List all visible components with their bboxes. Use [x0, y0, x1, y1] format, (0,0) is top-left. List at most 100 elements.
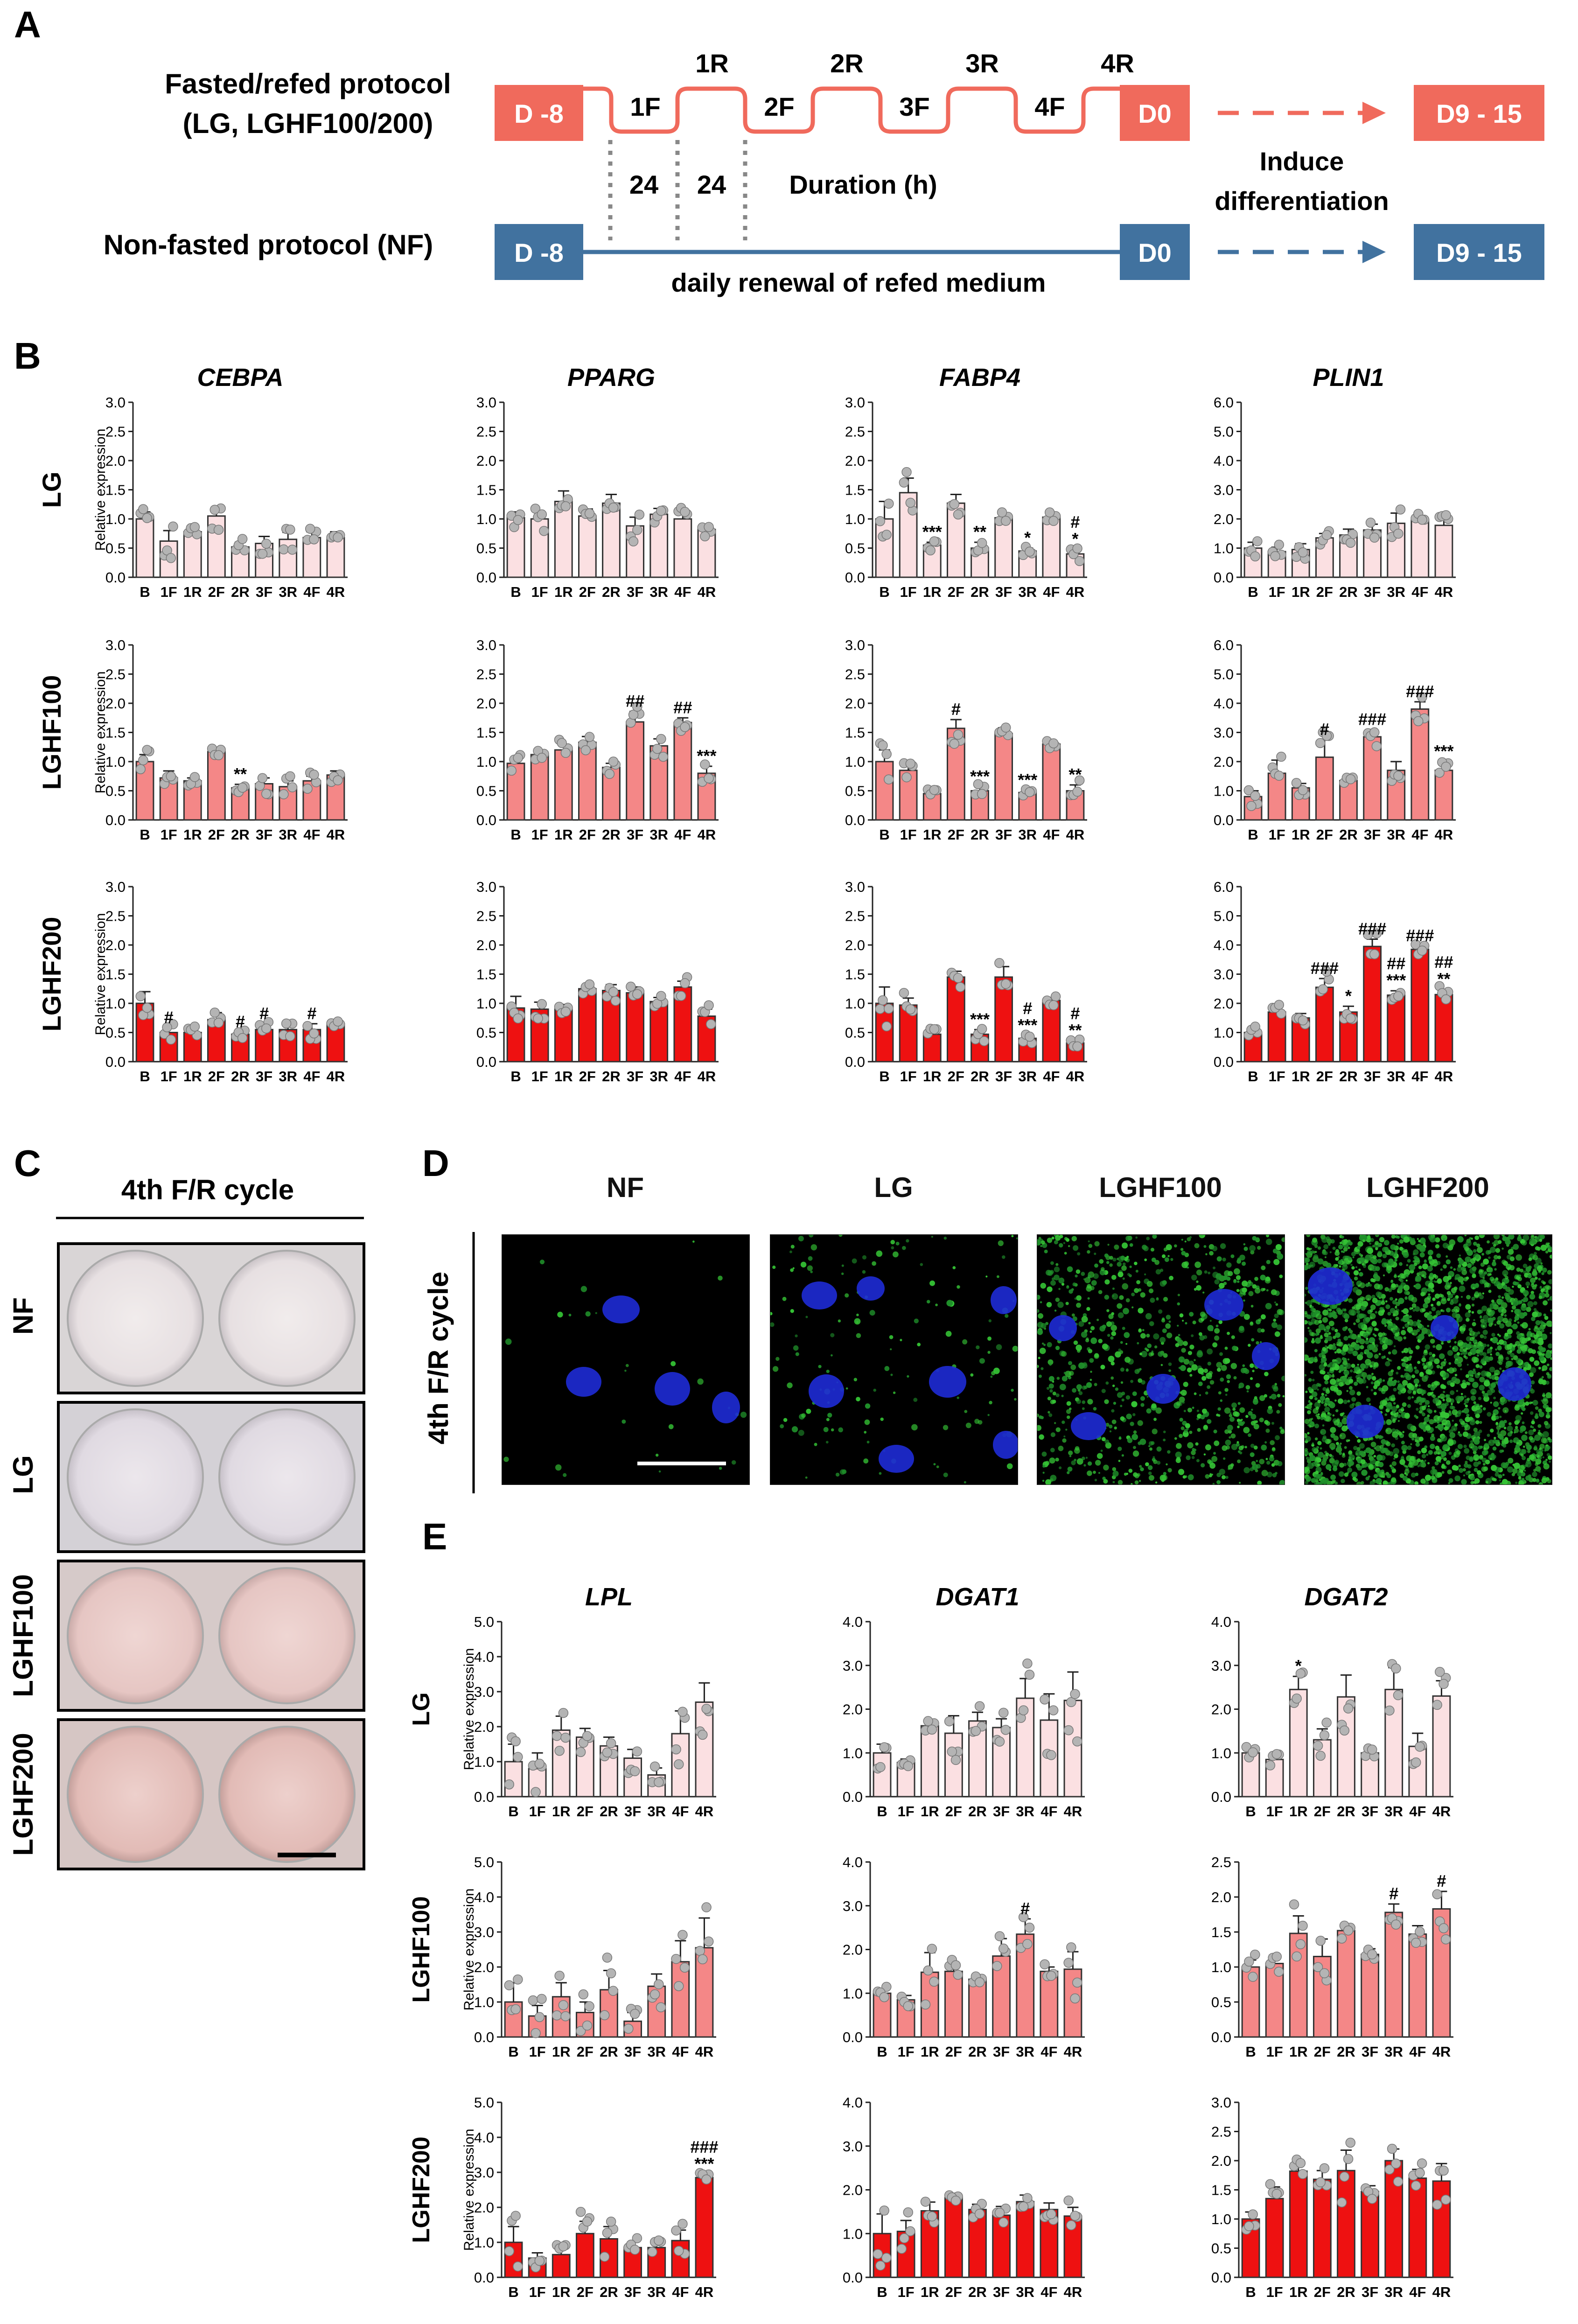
lipid-droplet	[1271, 1322, 1278, 1328]
x-tick-label: 1F	[900, 826, 917, 843]
y-axis-label: Relative expression	[461, 1648, 477, 1771]
lipid-droplet	[1063, 1242, 1065, 1244]
lipid-droplet	[826, 1418, 830, 1421]
lipid-droplet	[1418, 1384, 1421, 1387]
lipid-droplet	[1058, 1466, 1062, 1470]
replicate-dot	[929, 1976, 939, 1987]
replicate-dot	[1250, 1022, 1260, 1032]
lipid-droplet	[1138, 1441, 1142, 1445]
x-tick-label: 1F	[1269, 584, 1285, 600]
lipid-droplet	[1083, 1464, 1086, 1467]
lipid-droplet	[1227, 1331, 1230, 1335]
lipid-droplet	[1440, 1361, 1446, 1367]
lipid-droplet	[1243, 1367, 1248, 1373]
lipid-droplet	[1314, 1437, 1318, 1441]
x-tick-label: 4F	[672, 1803, 689, 1820]
lipid-droplet	[1320, 1400, 1324, 1404]
lipid-droplet	[1397, 1420, 1400, 1422]
lipid-droplet	[1456, 1390, 1459, 1392]
panel-c-oil-red-wells: 4th F/R cycle NF LG LGHF100 LGHF200	[7, 1174, 365, 1870]
lipid-droplet	[1151, 1403, 1157, 1409]
replicate-dot	[881, 749, 892, 759]
lipid-droplet	[1428, 1405, 1430, 1407]
lipid-droplet	[1399, 1246, 1403, 1251]
replicate-dot	[1367, 1744, 1377, 1755]
bar	[504, 1761, 523, 1798]
y-tick-label: 2.0	[1211, 1889, 1231, 1905]
lipid-droplet	[1111, 1312, 1115, 1316]
replicate-dot	[575, 2026, 586, 2036]
y-tick-label: 2.0	[474, 1959, 494, 1975]
lipid-droplet	[1492, 1446, 1497, 1451]
lipid-droplet	[1085, 1456, 1088, 1459]
replicate-dot	[1022, 1658, 1033, 1669]
replicate-dot	[602, 1953, 613, 1963]
lipid-droplet	[826, 1370, 830, 1373]
significance-mark: ###	[1311, 959, 1339, 978]
lipid-droplet	[1209, 1376, 1212, 1379]
lipid-droplet	[970, 1373, 974, 1377]
lipid-droplet	[1321, 1237, 1328, 1243]
lipid-droplet	[1185, 1423, 1190, 1428]
replicate-dot	[1070, 2211, 1080, 2221]
lipid-droplet	[1471, 1311, 1474, 1314]
lipid-droplet	[1402, 1450, 1407, 1454]
lipid-droplet	[1370, 1389, 1374, 1392]
gene-title: CEBPA	[197, 364, 283, 392]
significance-mark: ***	[697, 746, 716, 765]
lipid-droplet	[979, 1358, 985, 1364]
x-tick-label: 4F	[1040, 2044, 1057, 2060]
replicate-dot	[580, 745, 591, 756]
lipid-droplet	[1472, 1392, 1475, 1395]
lipid-droplet	[1229, 1436, 1231, 1439]
y-tick-label: 0.0	[845, 1054, 865, 1070]
fasted-protocol-label-1: Fasted/refed protocol	[165, 68, 451, 99]
lipid-droplet	[1088, 1240, 1090, 1243]
lipid-droplet	[1103, 1479, 1108, 1484]
lipid-droplet	[1180, 1426, 1185, 1430]
lipid-droplet	[1352, 1402, 1355, 1406]
replicate-dot	[1072, 1736, 1082, 1747]
x-tick-label: 2F	[945, 2284, 962, 2300]
lipid-droplet	[1343, 1370, 1349, 1376]
lipid-droplet	[1425, 1369, 1431, 1375]
lipid-droplet	[1534, 1445, 1537, 1449]
lipid-droplet	[1435, 1426, 1438, 1428]
lipid-droplet	[1122, 1283, 1129, 1290]
lipid-droplet	[1431, 1384, 1434, 1387]
lipid-droplet	[1483, 1447, 1487, 1450]
lipid-droplet	[1393, 1413, 1398, 1418]
lipid-droplet	[1250, 1443, 1255, 1448]
lipid-droplet	[1437, 1405, 1440, 1408]
lipid-droplet	[1207, 1459, 1212, 1464]
lipid-droplet	[1466, 1336, 1472, 1342]
lipid-droplet	[1158, 1309, 1163, 1314]
lipid-droplet	[1305, 1450, 1309, 1456]
lipid-droplet	[1214, 1335, 1220, 1341]
replicate-dot	[1291, 777, 1302, 788]
replicate-dot	[560, 1732, 571, 1743]
significance-mark: #	[1023, 999, 1032, 1018]
bar	[1337, 1930, 1355, 2038]
lipid-droplet	[1160, 1364, 1163, 1366]
lipid-droplet	[1126, 1472, 1129, 1475]
lipid-droplet	[740, 1411, 747, 1418]
lipid-droplet	[1389, 1451, 1394, 1456]
lipid-droplet	[1040, 1245, 1042, 1247]
lipid-droplet	[1271, 1421, 1275, 1425]
replicate-dot	[905, 2226, 915, 2237]
lipid-droplet	[1078, 1362, 1085, 1369]
lipid-droplet	[1182, 1401, 1185, 1404]
lipid-droplet	[1479, 1385, 1485, 1391]
y-tick-label: 4.0	[1211, 1614, 1231, 1630]
lipid-droplet	[1104, 1279, 1110, 1285]
replicate-dot	[606, 2216, 616, 2227]
lipid-droplet	[1274, 1331, 1280, 1337]
replicate-dot	[1384, 2164, 1395, 2175]
lipid-droplet	[1094, 1478, 1097, 1482]
lipid-droplet	[1440, 1366, 1443, 1369]
lipid-droplet	[783, 1418, 788, 1422]
lipid-droplet	[1395, 1316, 1399, 1321]
lipid-droplet	[1511, 1473, 1515, 1477]
replicate-dot	[606, 1738, 616, 1749]
